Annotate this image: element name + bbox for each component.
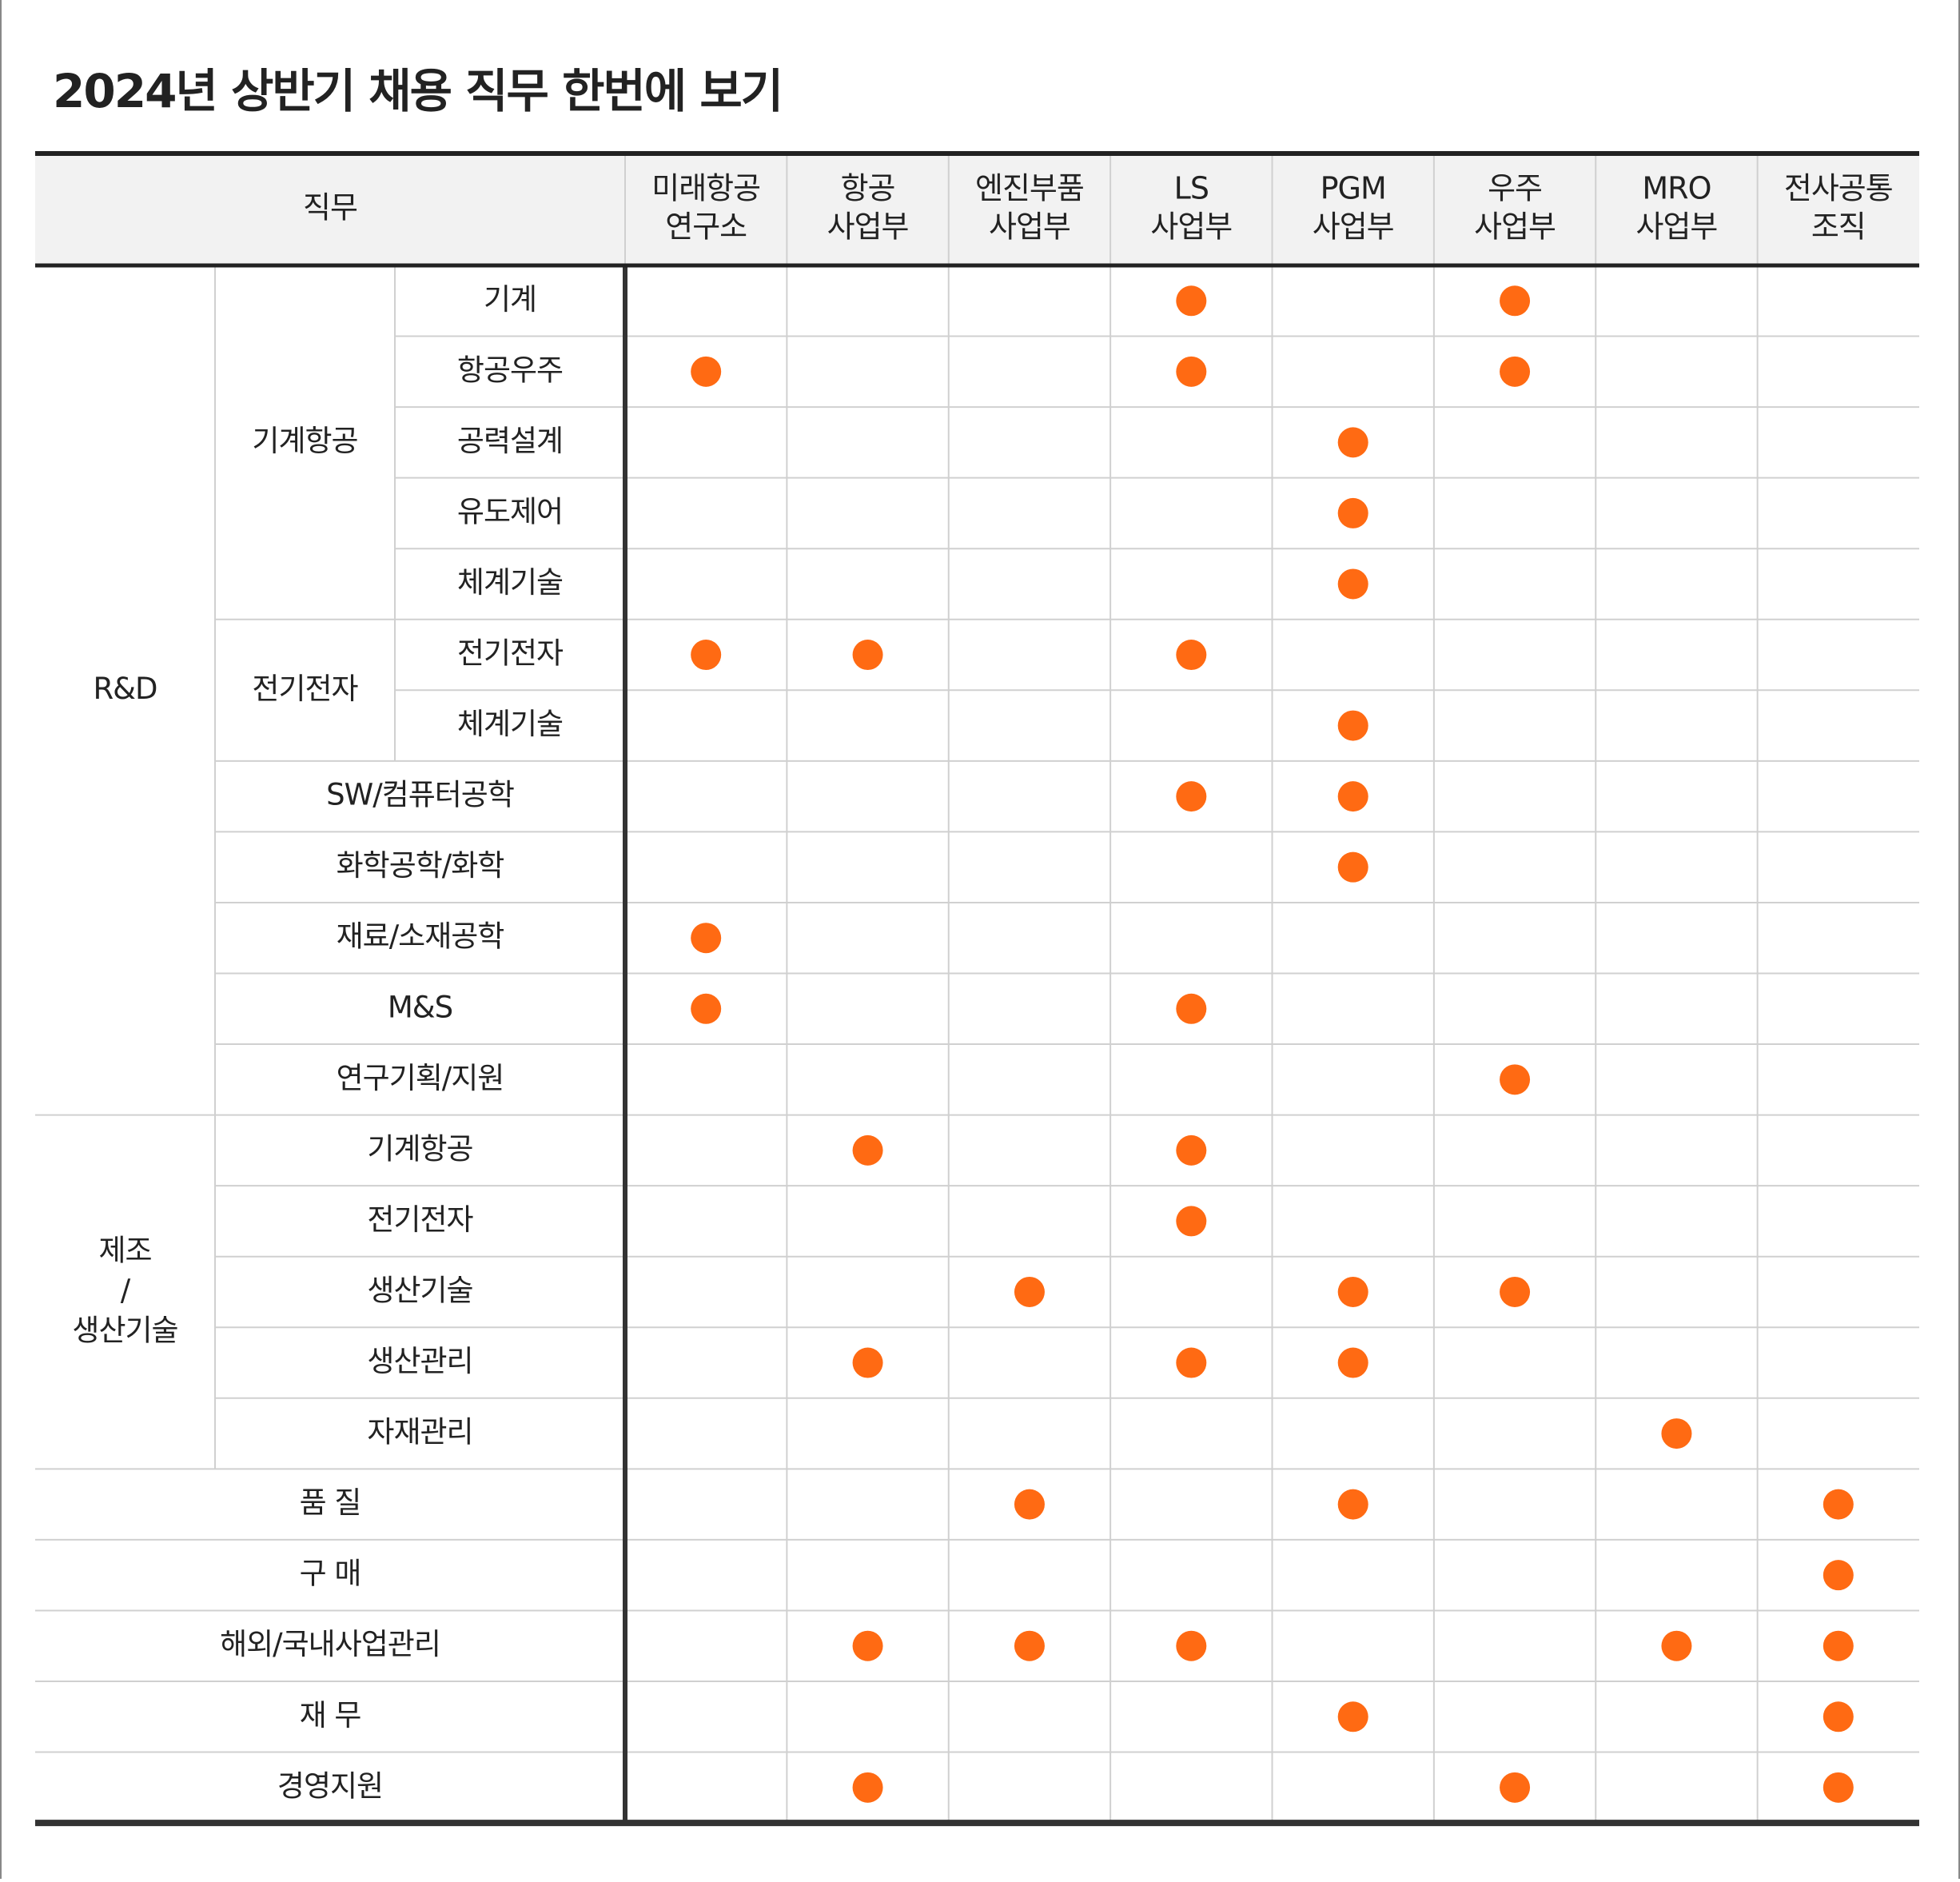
row-label: 전기전자	[457, 636, 564, 671]
hiring-dot	[1337, 1489, 1368, 1520]
header-cell: 사업부	[1150, 209, 1232, 245]
row-label: SW/컴퓨터공학	[326, 778, 514, 812]
row-label: 공력설계	[457, 424, 563, 458]
row-label: 전기전자	[367, 1202, 473, 1237]
hiring-dot	[1823, 1772, 1854, 1803]
hiring-dot	[691, 993, 722, 1024]
header-cell: 사업부	[1474, 209, 1556, 245]
hiring-dot	[1823, 1701, 1854, 1732]
hiring-dot	[691, 640, 722, 671]
row-label: 해외/국내사업관리	[220, 1627, 440, 1661]
row-label: 체계기술	[457, 565, 563, 600]
header-cell: LS	[1174, 171, 1209, 206]
row-label: 경영지원	[277, 1768, 383, 1803]
header-cell: 연구소	[665, 209, 747, 245]
row-header: 전기전자	[252, 672, 358, 706]
row-label: 구 매	[300, 1557, 361, 1591]
hiring-dot	[852, 1347, 883, 1378]
header-cell: 항공	[841, 171, 895, 206]
hiring-dot	[691, 356, 722, 387]
hiring-dot	[1176, 1347, 1207, 1378]
row-header: R&D	[93, 672, 157, 706]
hiring-dot	[1823, 1560, 1854, 1591]
row-label: 재 무	[300, 1698, 361, 1732]
hiring-dot	[852, 1134, 883, 1166]
hiring-dot	[1337, 1701, 1368, 1732]
hiring-dot	[1176, 285, 1207, 317]
header-cell: 사업부	[1635, 209, 1717, 245]
header-cell: 엔진부품	[975, 171, 1084, 206]
header-cell: 사업부	[1313, 209, 1394, 245]
row-label: 생산기술	[367, 1273, 472, 1307]
hiring-dot	[1176, 1206, 1207, 1237]
hiring-dot	[1500, 1276, 1531, 1307]
hiring-dot	[1176, 993, 1207, 1024]
hiring-dot	[1500, 356, 1531, 387]
hiring-dot	[852, 1630, 883, 1661]
row-header: 생산기술	[72, 1313, 177, 1347]
row-header: 기계항공	[252, 424, 357, 458]
hiring-dot	[1337, 851, 1368, 883]
hiring-dot	[1176, 640, 1207, 671]
hiring-dot	[1176, 1630, 1207, 1661]
hiring-dot	[1823, 1630, 1854, 1661]
hiring-dot	[1337, 710, 1368, 741]
header-cell: 직무	[303, 190, 357, 225]
hiring-dot	[1500, 1064, 1531, 1095]
row-header: 제조	[98, 1233, 151, 1267]
hiring-dot	[1337, 568, 1368, 600]
hiring-dot	[1823, 1489, 1854, 1520]
row-label: 품 질	[300, 1485, 361, 1520]
row-label: 기계	[484, 282, 536, 317]
row-label: 재료/소재공학	[337, 919, 504, 954]
hiring-dot	[1176, 781, 1207, 812]
row-label: 자재관리	[367, 1415, 472, 1449]
hiring-dot	[852, 1772, 883, 1803]
hiring-dot	[1500, 285, 1531, 317]
hiring-dot	[1337, 781, 1368, 812]
hiring-dot	[691, 923, 722, 954]
row-header: /	[121, 1273, 131, 1307]
row-label: 항공우주	[457, 353, 563, 387]
row-label: 유도제어	[457, 494, 563, 528]
hiring-dot	[1014, 1630, 1045, 1661]
header-cell: 사업부	[989, 209, 1070, 245]
hiring-dot	[1337, 427, 1368, 458]
hiring-dot	[852, 640, 883, 671]
row-label: 연구기획/지원	[337, 1061, 504, 1095]
hiring-dot	[1337, 1276, 1368, 1307]
page-title: 2024년 상반기 채용 직무 한번에 보기	[53, 64, 782, 118]
hiring-dot	[1661, 1630, 1692, 1661]
row-label: 기계항공	[367, 1131, 472, 1166]
hiring-dot	[1661, 1418, 1692, 1449]
row-label: M&S	[388, 990, 452, 1024]
header-cell: MRO	[1642, 171, 1711, 206]
row-label: 화학공학/화학	[337, 848, 504, 883]
row-label: 생산관리	[367, 1344, 472, 1378]
hiring-dot	[1014, 1276, 1045, 1307]
hiring-dot	[1176, 356, 1207, 387]
hiring-dot	[1176, 1134, 1207, 1166]
header-cell: 조직	[1811, 209, 1866, 245]
hiring-dot	[1337, 497, 1368, 528]
hiring-dot	[1014, 1489, 1045, 1520]
hiring-dot	[1500, 1772, 1531, 1803]
header-cell: 미래항공	[651, 171, 760, 206]
header-cell: 전사공통	[1784, 171, 1893, 206]
header-background	[35, 154, 1919, 265]
header-cell: PGM	[1321, 171, 1386, 206]
header-cell: 우주	[1488, 171, 1542, 206]
row-label: 체계기술	[457, 707, 563, 741]
header-cell: 사업부	[827, 209, 909, 245]
hiring-dot	[1337, 1347, 1368, 1378]
